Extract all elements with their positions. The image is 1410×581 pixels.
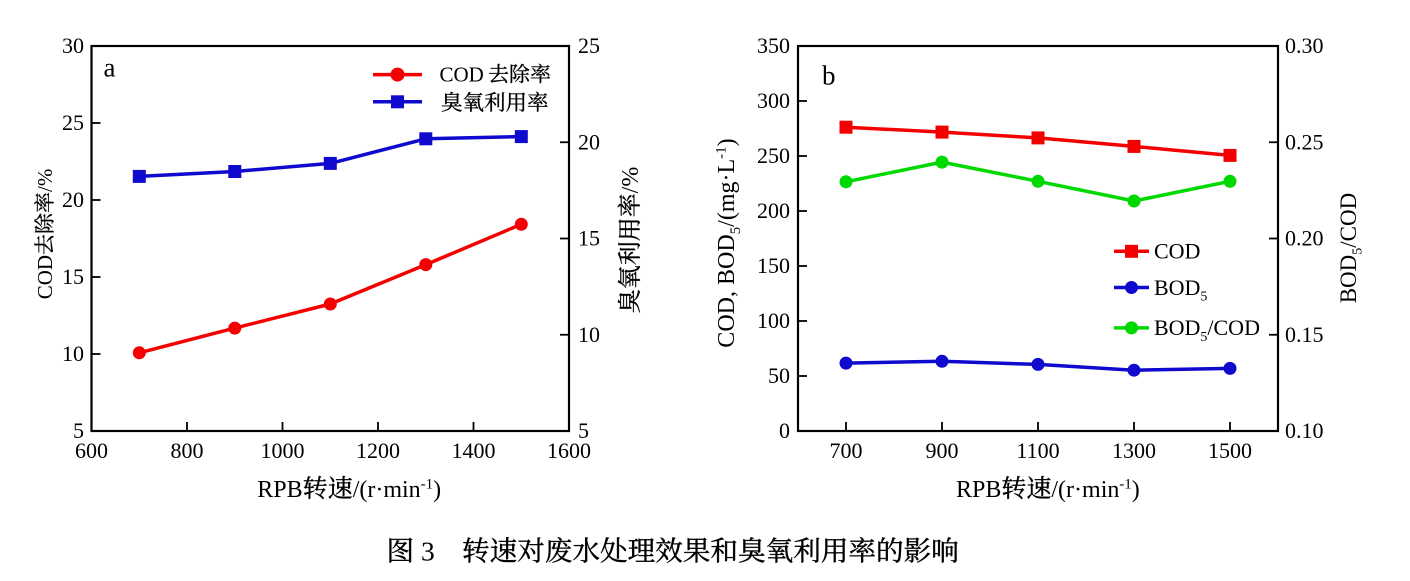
svg-text:200: 200 [757, 198, 790, 223]
svg-text:25: 25 [578, 33, 600, 58]
svg-text:5: 5 [578, 418, 589, 443]
svg-text:0.15: 0.15 [1285, 322, 1324, 347]
svg-text:150: 150 [757, 253, 790, 278]
svg-text:350: 350 [757, 33, 790, 58]
svg-text:1100: 1100 [1016, 438, 1059, 463]
svg-text:-1: -1 [1119, 477, 1132, 493]
svg-text:/%: /% [618, 167, 644, 194]
svg-text:-1: -1 [714, 146, 730, 159]
svg-text:a: a [104, 53, 116, 83]
svg-text:BOD: BOD [1336, 255, 1361, 304]
svg-text:700: 700 [830, 438, 863, 463]
svg-text:1000: 1000 [261, 438, 305, 463]
svg-text:1400: 1400 [452, 438, 496, 463]
svg-text:0: 0 [779, 418, 790, 443]
svg-text:30: 30 [62, 33, 84, 58]
svg-text:): ) [1132, 477, 1140, 503]
svg-text:10: 10 [62, 341, 84, 366]
svg-text:1200: 1200 [356, 438, 400, 463]
svg-text:600: 600 [75, 438, 108, 463]
svg-text:20: 20 [578, 129, 600, 154]
svg-text:-1: -1 [421, 477, 434, 493]
svg-text:5: 5 [1351, 248, 1366, 255]
svg-text:5: 5 [1200, 330, 1207, 345]
svg-text:/COD: /COD [1207, 315, 1260, 340]
svg-text:0.10: 0.10 [1285, 418, 1324, 443]
svg-text:300: 300 [757, 88, 790, 113]
svg-text:0.30: 0.30 [1285, 33, 1324, 58]
svg-text:/%: /% [33, 169, 57, 192]
svg-text:800: 800 [171, 438, 204, 463]
svg-text:BOD: BOD [1154, 275, 1200, 300]
svg-text:1500: 1500 [1208, 438, 1252, 463]
svg-text:900: 900 [926, 438, 959, 463]
svg-text:COD: COD [440, 63, 484, 87]
svg-text:b: b [822, 61, 836, 91]
svg-text:/(r·min: /(r·min [1051, 477, 1119, 503]
svg-text:COD: COD [33, 255, 57, 299]
svg-text:1600: 1600 [547, 438, 591, 463]
svg-text:0.25: 0.25 [1285, 129, 1324, 154]
svg-text:/COD: /COD [1336, 193, 1361, 248]
svg-text:RPB: RPB [257, 477, 302, 503]
svg-text:5: 5 [728, 227, 744, 235]
svg-text:): ) [714, 138, 740, 146]
svg-text:3: 3 [421, 537, 435, 567]
svg-text:5: 5 [73, 418, 84, 443]
svg-text:5: 5 [1200, 289, 1207, 304]
svg-text:20: 20 [62, 187, 84, 212]
svg-text:10: 10 [578, 322, 600, 347]
svg-text:50: 50 [768, 363, 790, 388]
svg-text:COD, BOD: COD, BOD [714, 234, 740, 347]
svg-text:15: 15 [62, 264, 84, 289]
svg-text:COD: COD [1154, 239, 1200, 264]
svg-text:250: 250 [757, 143, 790, 168]
svg-text:0.20: 0.20 [1285, 226, 1324, 251]
svg-text:BOD: BOD [1154, 315, 1200, 340]
svg-text:RPB: RPB [956, 477, 1001, 503]
svg-text:100: 100 [757, 308, 790, 333]
svg-text:25: 25 [62, 110, 84, 135]
svg-text:/(r·min: /(r·min [353, 477, 421, 503]
svg-text:1300: 1300 [1112, 438, 1156, 463]
svg-text:): ) [433, 477, 441, 503]
svg-text:/(mg·L: /(mg·L [714, 159, 740, 227]
svg-text:15: 15 [578, 226, 600, 251]
